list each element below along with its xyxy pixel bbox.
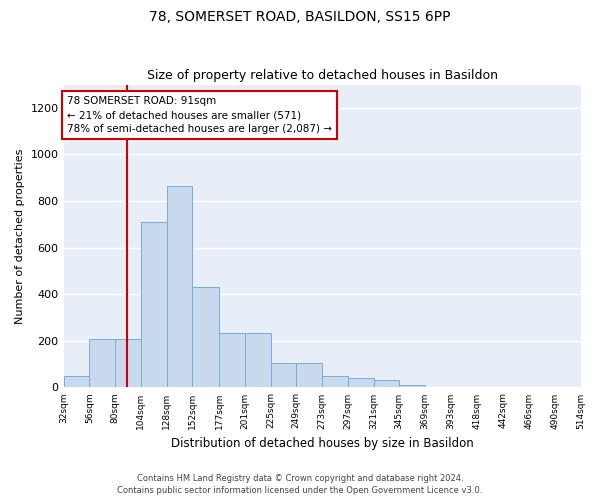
Bar [399, 385, 425, 388]
Bar [296, 363, 322, 388]
Text: 78 SOMERSET ROAD: 91sqm
← 21% of detached houses are smaller (571)
78% of semi-d: 78 SOMERSET ROAD: 91sqm ← 21% of detache… [67, 96, 332, 134]
Text: 78, SOMERSET ROAD, BASILDON, SS15 6PP: 78, SOMERSET ROAD, BASILDON, SS15 6PP [149, 10, 451, 24]
X-axis label: Distribution of detached houses by size in Basildon: Distribution of detached houses by size … [170, 437, 473, 450]
Bar [167, 186, 192, 388]
Bar [89, 338, 115, 388]
Bar [64, 376, 89, 388]
Bar [348, 378, 374, 388]
Bar [219, 332, 245, 388]
Bar [374, 380, 399, 388]
Bar [322, 376, 348, 388]
Bar [115, 338, 141, 388]
Y-axis label: Number of detached properties: Number of detached properties [15, 148, 25, 324]
Title: Size of property relative to detached houses in Basildon: Size of property relative to detached ho… [146, 69, 497, 82]
Text: Contains HM Land Registry data © Crown copyright and database right 2024.
Contai: Contains HM Land Registry data © Crown c… [118, 474, 482, 495]
Bar [245, 332, 271, 388]
Bar [192, 287, 219, 388]
Bar [271, 363, 296, 388]
Bar [141, 222, 167, 388]
